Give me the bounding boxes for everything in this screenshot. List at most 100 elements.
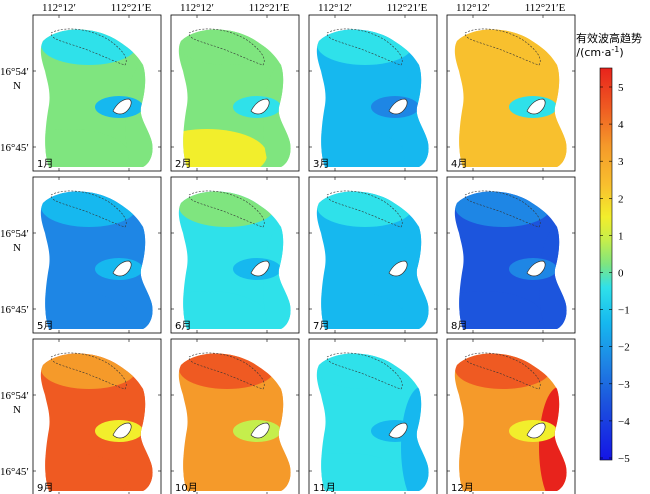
month-panel: 1月 [32,14,162,172]
colorbar-tick-label: 1 [618,230,624,242]
reef-outline [464,28,541,66]
reef-outline [464,190,541,228]
island-shape [526,260,546,277]
axis-labels: 112°12′ 112°21′E 112°12′ 112°21′E 112°12′ 112… [0,2,566,478]
island-shape [388,422,408,439]
longitude-label: 112°21′E [387,2,428,14]
reef-outline [464,352,541,390]
month-panel: 5月 [32,176,162,334]
latitude-label: 16°45′ [0,142,29,154]
colorbar-title-line1: 有效波高趋势 [576,31,642,45]
island-shape [526,422,546,439]
month-panel: 11月 [308,338,438,494]
field-south-zone [316,291,405,329]
colorbar-tick-label: −2 [618,342,630,354]
reef-outline [50,28,127,66]
latitude-label: 16°54′ [0,66,29,78]
colorbar-gradient [599,67,613,461]
latitude-label: 16°45′ [0,466,29,478]
month-panel: 4月 [446,14,576,172]
month-label: 1月 [37,158,53,170]
month-label: 2月 [175,158,191,170]
month-panel: 9月 [32,338,162,494]
month-label: 4月 [451,158,467,170]
latitude-label: 16°54′ [0,228,29,240]
month-panel: 8月 [446,176,576,334]
colorbar-tick-label: 4 [618,119,624,131]
colorbar-unit-text: /(cm·a [576,46,611,59]
island-shape [250,422,270,439]
colorbar-unit-end: ) [619,46,623,59]
field-south-zone [178,453,267,491]
latitude-label: 16°45′ [0,304,29,316]
trend-field [40,353,153,491]
colorbar-tick-label: −4 [618,416,630,428]
month-label: 11月 [313,482,336,494]
colorbar-ticks: 5 4 3 2 1 0 −1 −2 −3 −4 −5 [600,82,630,465]
colorbar-tick-label: −5 [618,453,630,465]
monthly-panels: 1月 2月 3月 4月 5月 6月 7月 8月 9月 10月 11月 12月 [32,14,576,494]
reef-outline [50,352,127,390]
colorbar-title-line2: /(cm·a-1) [576,45,623,59]
field-south-zone [40,453,129,491]
reef-outline [188,28,265,66]
island-shape [112,98,132,115]
colorbar-unit-sup: -1 [611,45,619,54]
colorbar: 有效波高趋势 /(cm·a-1) 5 4 3 2 1 0 −1 −2 −3 −4 −5 [576,31,642,465]
latitude-label: 16°54′ [0,390,29,402]
month-panel: 12月 [446,338,576,494]
month-label: 12月 [451,482,474,494]
longitude-label: 112°12′ [42,2,76,14]
latitude-label: N [13,80,21,92]
longitude-label: 112°21′E [525,2,566,14]
trend-field [316,191,429,329]
latitude-label: N [13,242,21,254]
longitude-label: 112°12′ [456,2,490,14]
island-shape [526,98,546,115]
month-label: 7月 [313,320,329,332]
field-south-zone [178,129,267,167]
island-shape [112,260,132,277]
reef-outline [326,28,403,66]
latitude-label: N [13,404,21,416]
colorbar-tick-label: −1 [618,305,630,317]
island-shape [250,260,270,277]
field-south-zone [40,129,129,167]
month-panel: 2月 [170,14,300,172]
field-south-zone [454,291,543,329]
colorbar-tick-label: −3 [618,379,630,391]
month-label: 3月 [313,158,329,170]
longitude-label: 112°21′E [111,2,152,14]
month-panel: 3月 [308,14,438,172]
month-label: 6月 [175,320,191,332]
reef-outline [326,190,403,228]
field-south-zone [178,291,267,329]
island-shape [388,260,408,277]
reef-outline [188,352,265,390]
field-south-zone [316,453,405,491]
reef-outline [188,190,265,228]
month-label: 5月 [37,320,53,332]
month-panel: 7月 [308,176,438,334]
trend-field [178,29,291,167]
colorbar-tick-label: 5 [618,82,624,94]
colorbar-tick-label: 0 [618,268,624,280]
field-south-zone [454,453,543,491]
longitude-label: 112°12′ [318,2,352,14]
month-label: 9月 [37,482,53,494]
field-south-zone [316,129,405,167]
longitude-label: 112°12′ [180,2,214,14]
field-south-zone [454,129,543,167]
colorbar-tick-label: 3 [618,156,624,168]
island-shape [112,422,132,439]
month-panel: 10月 [170,338,300,494]
reef-outline [50,190,127,228]
trend-field [40,29,153,167]
reef-outline [326,352,403,390]
island-shape [250,98,270,115]
trend-field [454,191,567,329]
longitude-label: 112°21′E [249,2,290,14]
month-label: 8月 [451,320,467,332]
month-label: 10月 [175,482,198,494]
